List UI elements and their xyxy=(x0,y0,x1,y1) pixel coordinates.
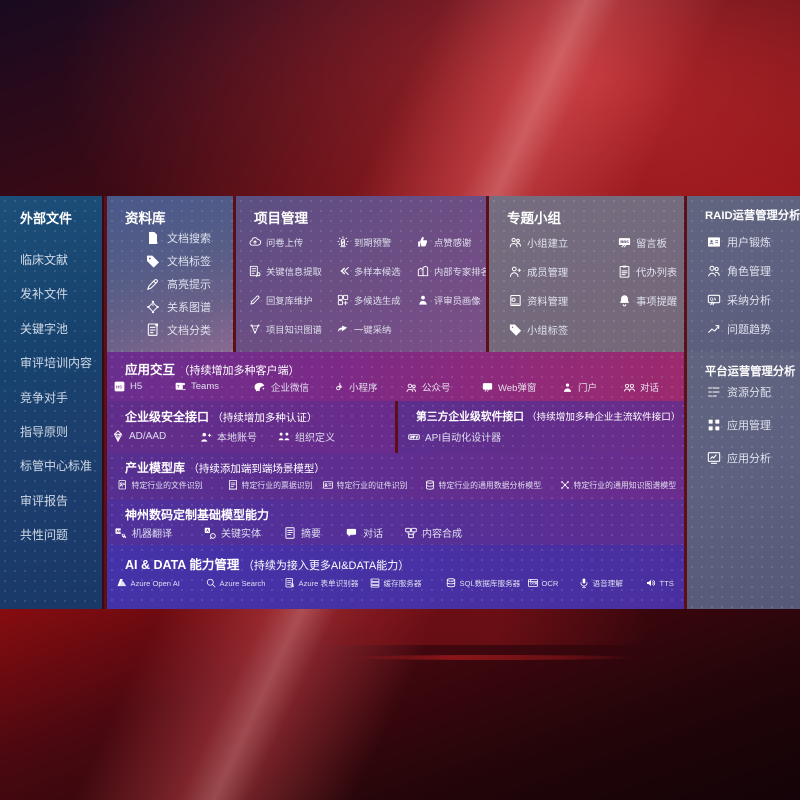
svg-text:A: A xyxy=(206,528,209,533)
svg-text:OCR: OCR xyxy=(530,582,538,586)
svg-text:H5: H5 xyxy=(116,385,123,391)
svg-text:QA: QA xyxy=(710,297,716,302)
svg-text:A中: A中 xyxy=(116,528,123,533)
svg-text:T: T xyxy=(177,384,180,389)
svg-text:BBS: BBS xyxy=(620,239,629,244)
